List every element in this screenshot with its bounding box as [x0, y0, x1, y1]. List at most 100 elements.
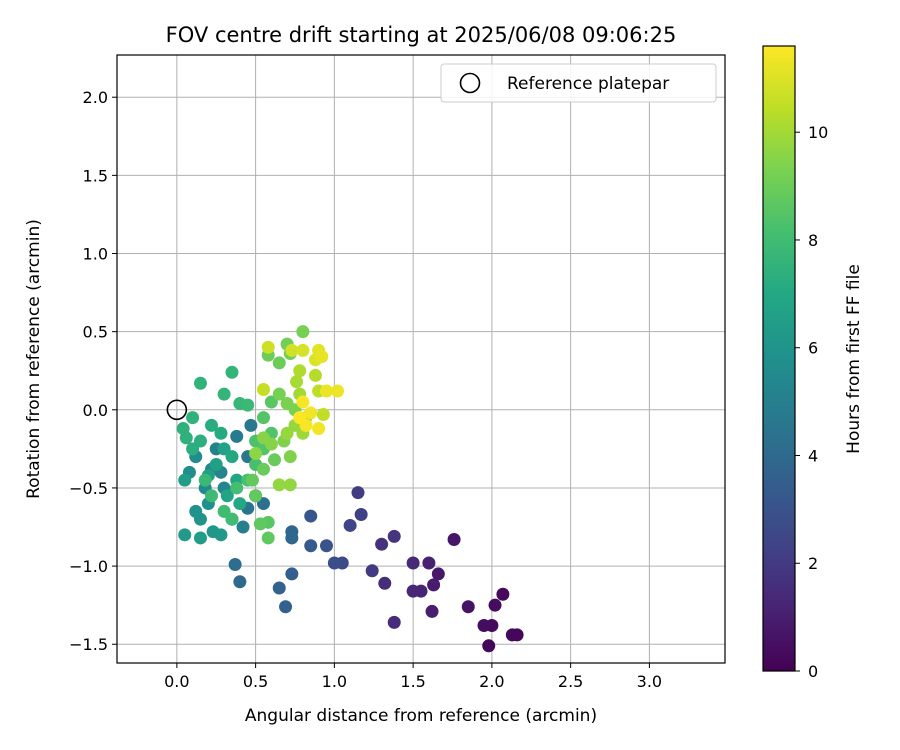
data-point [256, 382, 270, 396]
data-point [319, 384, 333, 398]
plot-frame [116, 54, 726, 664]
data-point [447, 533, 461, 547]
data-point [225, 365, 239, 379]
data-point [236, 520, 250, 534]
y-tick-label: −1.5 [69, 635, 108, 654]
data-point [209, 458, 223, 472]
data-point [387, 529, 401, 543]
data-point [205, 489, 219, 503]
data-point [425, 604, 439, 618]
x-axis-label: Angular distance from reference (arcmin) [245, 706, 597, 726]
data-point [205, 418, 219, 432]
data-point [272, 478, 286, 492]
data-point [496, 587, 510, 601]
y-tick-label: 2.0 [83, 88, 108, 107]
x-tick-label: 2.0 [479, 672, 504, 691]
data-point [296, 395, 310, 409]
data-point [477, 618, 491, 632]
data-point [193, 531, 207, 545]
data-point [253, 517, 267, 531]
data-point [308, 368, 322, 382]
chart-title: FOV centre drift starting at 2025/06/08 … [166, 23, 677, 47]
data-point [488, 598, 502, 612]
data-point [214, 426, 228, 440]
data-point [285, 531, 299, 545]
legend: Reference platepar [440, 63, 717, 103]
grid [117, 55, 725, 663]
data-point [261, 340, 275, 354]
data-point [230, 429, 244, 443]
data-point [193, 376, 207, 390]
data-point [351, 486, 365, 500]
data-point [249, 447, 263, 461]
data-point [261, 531, 275, 545]
y-tick-label: −1.0 [69, 557, 108, 576]
colorbar-gradient [762, 45, 796, 672]
data-point [331, 384, 345, 398]
data-point [293, 411, 307, 425]
data-point [176, 422, 190, 436]
data-point [427, 578, 441, 592]
y-axis-ticks: −1.5 −1.0 −0.5 0.0 0.5 1.0 1.5 2.0 [69, 88, 117, 654]
data-point [186, 442, 200, 456]
data-point [354, 508, 368, 522]
data-point [241, 398, 255, 412]
data-point [283, 478, 297, 492]
data-point [316, 407, 330, 421]
data-point [365, 564, 379, 578]
data-point [220, 489, 234, 503]
y-tick-label: −0.5 [69, 479, 108, 498]
data-point [279, 600, 293, 614]
data-point [315, 350, 329, 364]
data-point [296, 343, 310, 357]
data-point [461, 600, 475, 614]
data-point [217, 387, 231, 401]
x-tick-label: 1.5 [400, 672, 425, 691]
data-point [244, 418, 258, 432]
y-tick-label: 0.0 [83, 401, 108, 420]
colorbar: 0 2 4 6 8 10 Hours from first FF file [762, 45, 864, 681]
legend-box [440, 63, 717, 103]
data-point [256, 411, 270, 425]
reference-point-marker [166, 399, 188, 421]
data-point [304, 406, 318, 420]
y-tick-label: 1.5 [83, 166, 108, 185]
data-point [225, 512, 239, 526]
data-point [312, 422, 326, 436]
data-point [375, 537, 389, 551]
data-point [296, 325, 310, 339]
data-point [272, 581, 286, 595]
data-point [482, 639, 496, 653]
colorbar-tick-label: 6 [808, 339, 818, 358]
data-point [378, 576, 392, 590]
colorbar-tick-label: 8 [808, 231, 818, 250]
colorbar-label: Hours from first FF file [844, 264, 864, 454]
data-point [178, 473, 192, 487]
y-axis-label: Rotation from reference (arcmin) [24, 219, 44, 499]
data-point [186, 411, 200, 425]
data-point [285, 343, 299, 357]
data-point [406, 556, 420, 570]
colorbar-ticks: 0 2 4 6 8 10 [795, 123, 828, 681]
colorbar-tick-label: 0 [808, 662, 818, 681]
data-point [214, 528, 228, 542]
data-point [285, 567, 299, 581]
data-point [178, 528, 192, 542]
y-tick-label: 1.0 [83, 244, 108, 263]
data-point [268, 453, 282, 467]
data-point [256, 462, 270, 476]
data-point [327, 556, 341, 570]
data-point [283, 450, 297, 464]
data-point [228, 558, 242, 572]
data-point [343, 518, 357, 532]
x-axis-ticks: 0.0 0.5 1.0 1.5 2.0 2.5 3.0 [164, 663, 662, 691]
data-point [198, 473, 212, 487]
data-point [256, 431, 270, 445]
data-point [193, 512, 207, 526]
data-point [290, 375, 304, 389]
data-point [431, 567, 445, 581]
data-point [233, 575, 247, 589]
x-tick-label: 0.0 [164, 672, 189, 691]
data-point [272, 356, 286, 370]
x-tick-label: 1.0 [322, 672, 347, 691]
